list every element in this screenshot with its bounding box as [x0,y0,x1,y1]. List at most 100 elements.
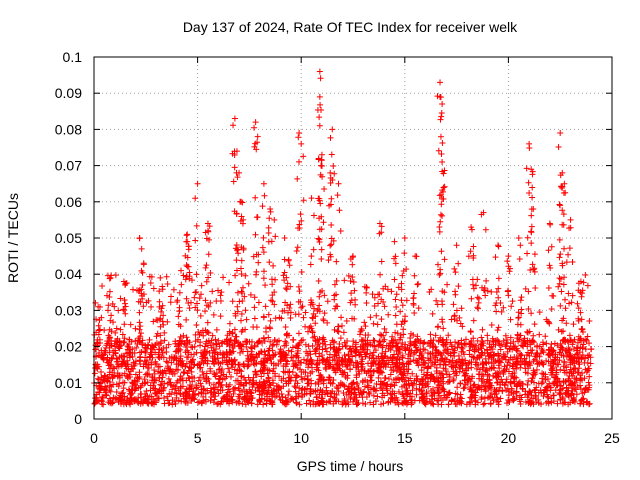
data-point [203,338,210,345]
data-point [470,354,477,361]
data-point [515,315,522,322]
data-point [442,361,449,368]
data-point [202,396,209,403]
data-point [486,353,493,360]
data-point [452,288,459,295]
data-point [504,288,511,295]
data-point [433,347,440,354]
data-point [400,326,407,333]
data-point [281,307,288,314]
data-point [341,369,348,376]
data-point [266,381,273,388]
data-point [193,271,200,278]
data-point [458,395,465,402]
data-point [554,400,561,407]
data-point [432,332,439,339]
data-point [183,354,190,361]
data-point [524,250,531,257]
data-point [384,390,391,397]
data-point [570,370,577,377]
data-point [324,298,331,305]
data-point [312,387,319,394]
data-point [531,251,538,258]
data-point [414,281,421,288]
data-point [94,340,101,347]
data-point [556,201,563,208]
data-point [217,292,224,299]
data-point [297,211,304,218]
data-point [323,387,330,394]
data-point [437,361,444,368]
spike-point [439,158,446,165]
data-point [160,345,167,352]
data-point [437,133,444,140]
data-point [262,351,269,358]
data-point [202,390,209,397]
data-point [399,272,406,279]
data-point [550,392,557,399]
data-point [212,373,219,380]
data-point [161,337,168,344]
data-point [342,401,349,408]
data-point [507,316,514,323]
spike-point [271,216,278,223]
data-point [452,370,459,377]
data-point [438,109,445,116]
data-point [378,296,385,303]
data-point [295,347,302,354]
data-point [96,327,103,334]
data-point [262,383,269,390]
data-point [120,389,127,396]
data-point [207,389,214,396]
data-point [138,348,145,355]
data-point [548,395,555,402]
data-point [515,309,522,316]
data-point [365,360,372,367]
data-point [518,394,525,401]
data-point [230,122,237,129]
data-point [277,346,284,353]
data-point [434,93,441,100]
data-point [174,377,181,384]
data-point [422,360,429,367]
data-point [224,332,231,339]
data-point [232,272,239,279]
data-point [498,376,505,383]
data-point [459,323,466,330]
data-point [129,346,136,353]
data-point [322,345,329,352]
data-point [440,184,447,191]
data-point [164,318,171,325]
data-point [393,394,400,401]
data-point [110,365,117,372]
data-point [306,358,313,365]
data-point [355,363,362,370]
data-point [145,361,152,368]
data-point [282,324,289,331]
data-point [567,399,574,406]
data-point [239,284,246,291]
spike-point [439,101,446,108]
data-point [302,341,309,348]
data-point [316,293,323,300]
data-point [486,394,493,401]
data-point [510,360,517,367]
x-tick-label: 5 [194,430,202,446]
data-point [571,354,578,361]
data-point [548,360,555,367]
data-point [371,294,378,301]
data-point [379,390,386,397]
data-point [352,301,359,308]
data-point [359,377,366,384]
data-point [358,325,365,332]
data-point [306,390,313,397]
data-point [380,357,387,364]
data-point [248,351,255,358]
data-point [389,395,396,402]
data-point [230,178,237,185]
data-point [192,338,199,345]
y-tick-label: 0.1 [63,49,83,65]
data-point [431,390,438,397]
data-point [197,380,204,387]
data-point [436,382,443,389]
